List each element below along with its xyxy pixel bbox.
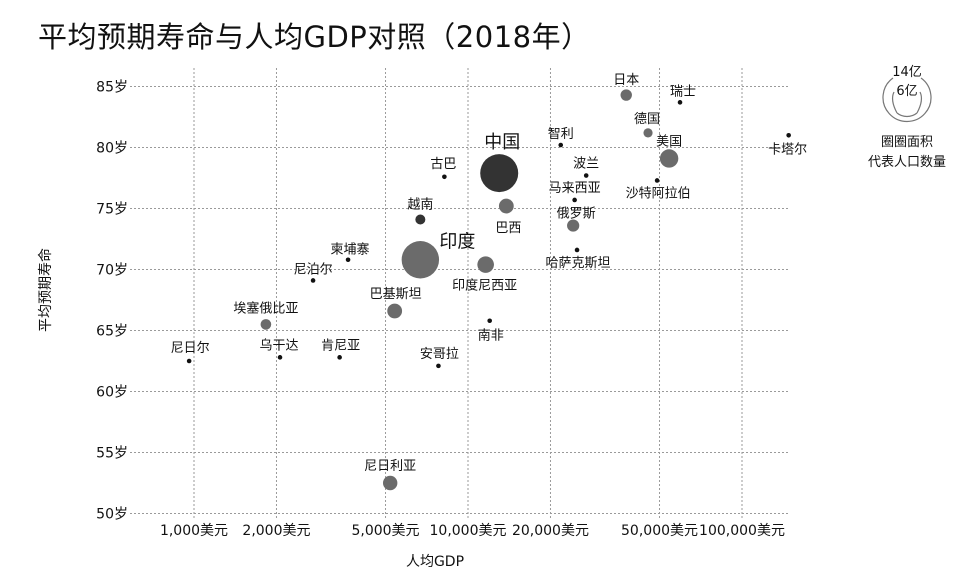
legend-label-small: 6亿 [896, 84, 917, 99]
bubble-point [277, 355, 283, 360]
legend-caption-1: 圈圈面积 [881, 135, 933, 150]
bubble-point [186, 358, 192, 364]
bubble-point [558, 142, 564, 148]
chart-title: 平均预期寿命与人均GDP对照（2018年） [38, 20, 591, 54]
point-label: 越南 [407, 196, 433, 212]
y-tick-label: 65岁 [96, 324, 128, 340]
bubble-point [345, 257, 351, 263]
bubble-point [337, 355, 342, 360]
point-label: 印度 [439, 232, 475, 253]
y-tick-label: 85岁 [96, 80, 128, 96]
bubble-point [786, 133, 791, 138]
legend-circle-large [882, 77, 932, 123]
x-tick-label: 50,000美元 [621, 523, 698, 539]
point-label: 智利 [548, 127, 574, 142]
point-label: 南非 [478, 328, 504, 344]
x-tick-label: 2,000美元 [242, 523, 310, 539]
x-tick-label: 5,000美元 [351, 523, 419, 539]
point-label: 埃塞俄比亚 [233, 300, 298, 316]
point-label: 卡塔尔 [768, 142, 807, 157]
point-label: 尼日利亚 [364, 459, 416, 474]
x-tick-label: 1,000美元 [160, 523, 228, 539]
bubble-point [436, 363, 441, 369]
bubble-point [401, 241, 440, 279]
y-tick-label: 60岁 [96, 385, 128, 401]
point-label: 波兰 [573, 157, 599, 172]
bubble-point [567, 219, 580, 232]
point-label: 日本 [613, 73, 639, 88]
bubble-point [572, 197, 577, 203]
point-label: 印度尼西亚 [452, 278, 517, 294]
legend-label-large: 14亿 [892, 65, 922, 80]
point-label: 美国 [656, 134, 682, 149]
bubble-point [480, 154, 519, 193]
bubble-point [382, 475, 398, 491]
y-tick-label: 50岁 [96, 507, 128, 523]
point-label: 安哥拉 [420, 347, 459, 362]
axis-ticks: 50岁 55岁 60岁 65岁 70岁 75岁 80岁 85岁 1,000美元 2,000美元 5,… [96, 80, 785, 540]
bubble-point [659, 149, 679, 168]
x-tick-label: 10,000美元 [430, 523, 507, 539]
y-tick-label: 75岁 [96, 202, 128, 218]
point-label: 德国 [634, 112, 660, 127]
legend-circle-small [896, 112, 918, 118]
point-label: 尼日尔 [171, 341, 210, 356]
point-label: 马来西亚 [549, 181, 601, 196]
point-label: 古巴 [430, 157, 456, 172]
point-label: 柬埔寨 [331, 242, 370, 258]
point-label: 乌干达 [259, 337, 298, 353]
point-label: 哈萨克斯坦 [546, 256, 611, 271]
point-label: 肯尼亚 [321, 338, 360, 353]
legend-caption-2: 代表人口数量 [868, 155, 946, 170]
y-axis-label: 平均预期寿命 [37, 248, 54, 332]
bubble-point [654, 178, 660, 183]
point-label: 瑞士 [670, 84, 696, 99]
x-tick-label: 20,000美元 [512, 523, 589, 539]
bubble-point [260, 319, 272, 330]
y-tick-label: 80岁 [96, 141, 128, 157]
grid [130, 68, 790, 520]
point-label: 巴西 [495, 221, 521, 236]
bubble-point [310, 278, 316, 283]
point-label: 巴基斯坦 [370, 287, 422, 302]
bubbles [186, 89, 791, 491]
bubble-point [583, 173, 589, 178]
point-label: 沙特阿拉伯 [626, 186, 691, 201]
point-label: 尼泊尔 [294, 262, 333, 277]
bubble-point [498, 198, 514, 214]
bubble-point [442, 174, 447, 180]
bubble-point [643, 128, 653, 138]
bubble-point [415, 214, 426, 225]
x-tick-label: 100,000美元 [699, 523, 785, 539]
bubble-point [477, 256, 494, 273]
bubble-point [620, 89, 632, 101]
legend-circle-small-sides [891, 91, 923, 114]
y-tick-label: 55岁 [96, 446, 128, 462]
x-axis-label: 人均GDP [406, 554, 464, 570]
point-label: 俄罗斯 [557, 207, 596, 222]
point-label: 中国 [484, 132, 520, 153]
bubble-point [677, 100, 683, 105]
y-tick-label: 70岁 [96, 263, 128, 279]
bubble-point [574, 247, 580, 253]
bubble-point [387, 303, 403, 319]
bubble-point [487, 318, 492, 324]
size-legend: 14亿 6亿 圈圈面积 代表人口数量 [868, 65, 946, 170]
